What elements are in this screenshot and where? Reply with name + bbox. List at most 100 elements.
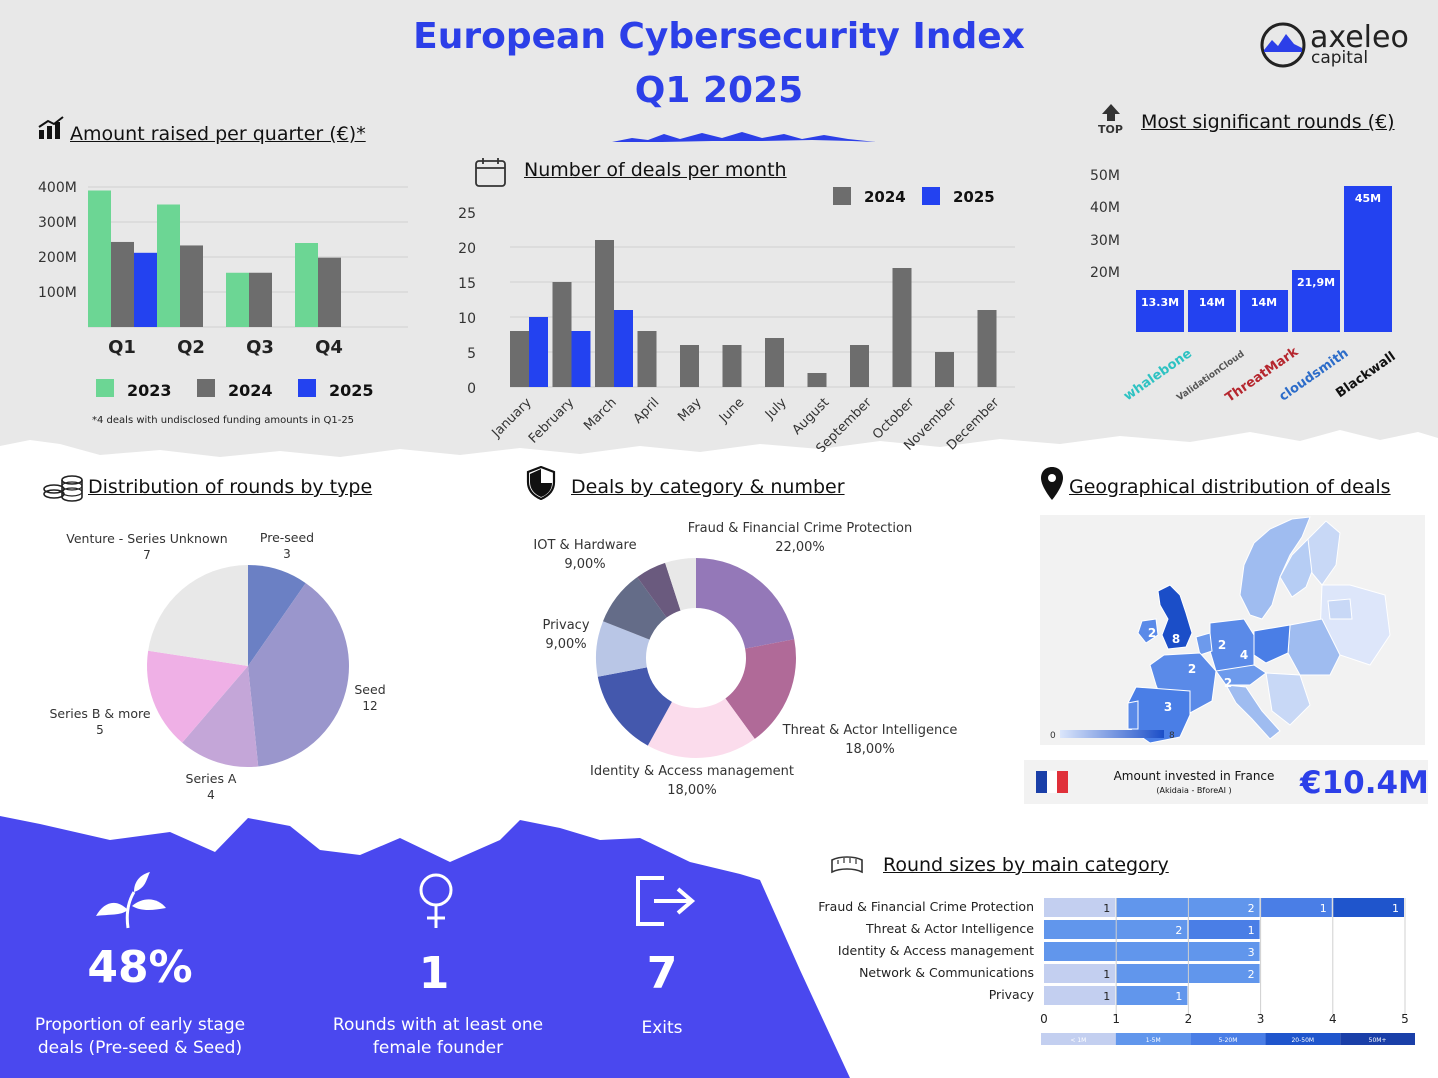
round-size-legend-swatch xyxy=(1190,1033,1266,1045)
round-size-bar xyxy=(1044,986,1116,1005)
round-size-x-tick: 4 xyxy=(1329,1012,1337,1026)
round-size-category: Identity & Access management xyxy=(838,943,1034,958)
round-size-legend-label: 5-20M xyxy=(1219,1037,1238,1044)
round-size-legend-label: < 1M xyxy=(1070,1037,1086,1044)
round-size-value: 1 xyxy=(1103,968,1110,981)
category-slice xyxy=(637,562,681,618)
round-size-bar xyxy=(1332,898,1404,917)
category-pct: 9,00% xyxy=(564,557,605,572)
quarter-legend-label: 2025 xyxy=(329,381,374,400)
page-subtitle: Q1 2025 xyxy=(634,70,804,111)
quarter-bar xyxy=(295,243,318,327)
axeleo-logo-icon xyxy=(1260,22,1306,68)
round-size-x-tick: 5 xyxy=(1401,1012,1409,1026)
round-type-label: Seed xyxy=(354,682,385,697)
round-size-bar xyxy=(1044,920,1188,939)
round-size-category: Network & Communications xyxy=(859,965,1034,980)
quarter-bar xyxy=(88,190,111,327)
monthly-x-tick: July xyxy=(762,395,790,423)
bar-chart-icon xyxy=(38,116,64,139)
monthly-x-tick: April xyxy=(631,395,663,427)
monthly-legend-swatch xyxy=(833,187,851,205)
france-sub: (Akidaia - BforeAI ) xyxy=(1156,786,1232,795)
round-size-legend-label: 50M+ xyxy=(1369,1037,1387,1044)
round-type-label: Venture - Series Unknown xyxy=(66,531,227,546)
monthly-y-tick: 10 xyxy=(458,311,476,327)
round-type-label: Pre-seed xyxy=(260,530,314,545)
stat-exits-label: Exits xyxy=(641,1018,683,1038)
coins-icon xyxy=(43,475,83,502)
round-sizes-chart: Fraud & Financial Crime Protection 1 2 1 1Th… xyxy=(818,898,1415,1045)
round-type-value: 4 xyxy=(207,788,215,802)
category-pct: 18,00% xyxy=(845,742,895,757)
monthly-bar xyxy=(892,268,912,387)
monthly-legend-label: 2024 xyxy=(864,188,906,206)
quarter-y-tick: 100M xyxy=(38,285,77,301)
round-size-x-tick: 2 xyxy=(1185,1012,1193,1026)
quarter-footnote: *4 deals with undisclosed funding amount… xyxy=(92,415,354,426)
quarter-y-tick: 400M xyxy=(38,180,77,196)
logo-subtext: capital xyxy=(1311,48,1369,68)
exit-icon xyxy=(636,876,696,926)
monthly-y-tick: 20 xyxy=(458,241,476,257)
calendar-icon xyxy=(475,158,506,187)
monthly-y-tick: 5 xyxy=(467,346,476,362)
monthly-x-tick: February xyxy=(526,395,578,447)
monthly-x-tick: June xyxy=(716,395,747,426)
monthly-bar xyxy=(614,310,633,387)
round-size-category: Privacy xyxy=(989,987,1035,1002)
geo-section-title: Geographical distribution of deals xyxy=(1069,476,1391,498)
round-size-legend-swatch xyxy=(1041,1033,1116,1045)
category-slice xyxy=(725,639,796,739)
round-size-legend-swatch xyxy=(1115,1033,1191,1045)
round-size-legend-label: 20-50M xyxy=(1291,1037,1314,1044)
round-size-value: 2 xyxy=(1175,924,1182,937)
top-bar-label: 14M xyxy=(1251,296,1277,309)
category-label: Threat & Actor Intelligence xyxy=(782,723,958,738)
france-box xyxy=(1024,760,1428,804)
monthly-bar xyxy=(765,338,784,387)
round-size-value: 2 xyxy=(1248,902,1255,915)
category-slice xyxy=(647,698,755,758)
quarter-legend-label: 2023 xyxy=(127,381,172,400)
category-slice xyxy=(597,667,672,746)
round-size-bar xyxy=(1044,898,1116,917)
quarter-bar xyxy=(111,241,134,327)
map-pin-icon xyxy=(1041,467,1063,500)
page-title: European Cybersecurity Index xyxy=(413,16,1025,57)
quarter-x-tick: Q1 xyxy=(108,337,136,358)
top-y-tick: 30M xyxy=(1090,233,1120,249)
mountain-divider xyxy=(612,132,876,142)
quarter-x-tick: Q3 xyxy=(246,337,274,358)
geo-count-label: 2 xyxy=(1218,638,1226,652)
monthly-bar xyxy=(680,345,699,387)
category-label: Identity & Access management xyxy=(590,764,794,779)
category-label: IOT & Hardware xyxy=(533,538,636,553)
quarter-legend-swatch xyxy=(96,379,114,397)
category-label: Privacy xyxy=(542,618,589,633)
geo-count-label: 2 xyxy=(1188,662,1196,676)
quarter-bar xyxy=(249,272,272,327)
round-size-legend-label: 1-5M xyxy=(1146,1037,1161,1044)
round-size-x-tick: 0 xyxy=(1040,1012,1048,1026)
round-size-value: 1 xyxy=(1320,902,1327,915)
top-bar xyxy=(1344,186,1392,332)
quarter-legend-swatch xyxy=(197,379,215,397)
monthly-bar xyxy=(935,352,954,387)
top-icon: TOP xyxy=(1098,104,1123,134)
monthly-bar xyxy=(850,345,869,387)
round-type-slice xyxy=(182,666,259,767)
round-size-x-tick: 3 xyxy=(1257,1012,1265,1026)
top-bar-label: 45M xyxy=(1355,192,1381,205)
stat-exits-value: 7 xyxy=(646,948,678,999)
round-type-label: Series A xyxy=(186,771,237,786)
round-type-slice xyxy=(248,565,306,666)
categories-chart: Fraud & Financial Crime Protection 22,00%… xyxy=(533,521,958,798)
monthly-legend-swatch xyxy=(922,187,940,205)
round-size-value: 1 xyxy=(1103,902,1110,915)
stat-early-stage-value: 48% xyxy=(87,942,193,993)
geo-count-label: 3 xyxy=(1164,700,1172,714)
round-size-bar xyxy=(1044,942,1260,961)
round-type-label: Series B & more xyxy=(49,706,150,721)
